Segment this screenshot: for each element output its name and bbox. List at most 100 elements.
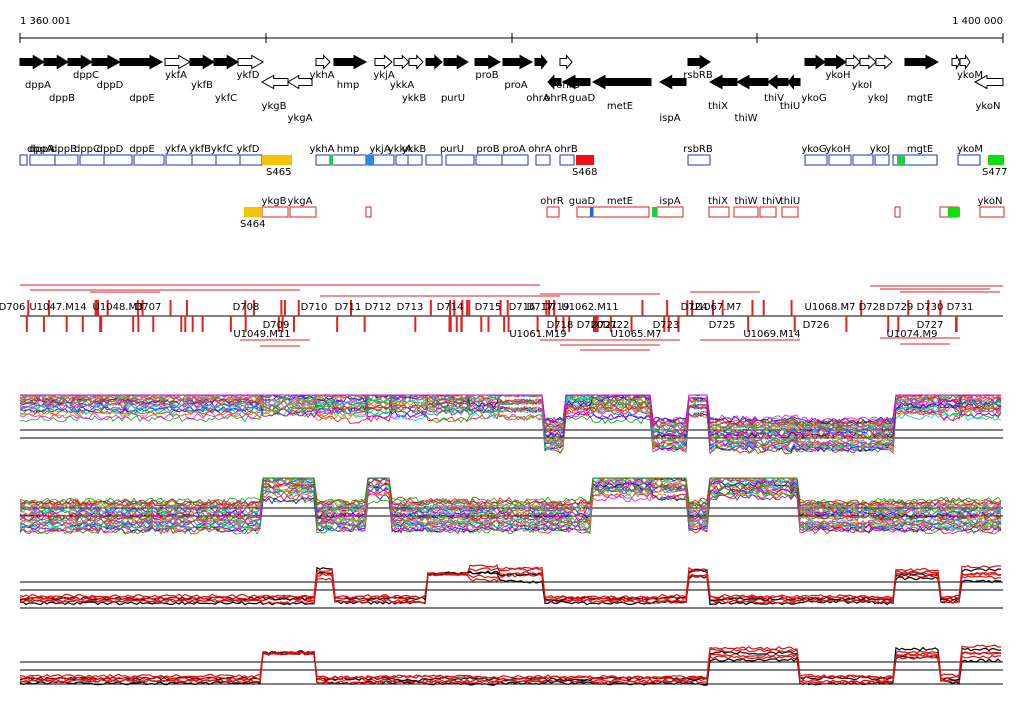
gene-label-ykoJ: ykoJ <box>868 93 888 104</box>
track-label-thiX: thiX <box>708 196 728 207</box>
gene-label-ispA: ispA <box>659 113 680 124</box>
track-label-ykfB: ykfB <box>189 144 211 155</box>
gene-arrow <box>591 74 652 90</box>
track-label-ykjA: ykjA <box>369 144 390 155</box>
segment-box <box>828 154 852 166</box>
unit-label: D728 <box>859 302 886 313</box>
segment-box <box>708 206 730 218</box>
gene-arrow <box>374 54 393 70</box>
segment-s464 <box>244 207 262 217</box>
unit-label: U1062.M11 <box>561 302 618 313</box>
gene-arrow <box>658 74 687 90</box>
unit-label: D717 <box>527 302 554 313</box>
segment-box <box>733 206 759 218</box>
gene-arrow <box>767 74 789 90</box>
gene-label-ykfD: ykfD <box>237 70 260 81</box>
gene-arrow <box>425 54 443 70</box>
gene-arrow <box>315 54 331 70</box>
track-label-dppD: dppD <box>97 144 124 155</box>
gene-label-thiX: thiX <box>708 101 728 112</box>
gene-label-dppB: dppB <box>49 93 75 104</box>
gene-arrow <box>408 54 424 70</box>
expression-curve <box>19 400 1002 451</box>
expression-curve <box>19 477 1002 507</box>
unit-label: U1065.M7 <box>611 329 662 340</box>
gene-label-thiW: thiW <box>735 113 758 124</box>
track-label-dppA: dppA <box>29 144 55 155</box>
gene-label-ykfC: ykfC <box>215 93 237 104</box>
gene-arrow <box>735 74 769 90</box>
gene-label-ohrA: ohrA <box>526 93 550 104</box>
unit-label: D722 <box>603 320 630 331</box>
expression-curve <box>19 484 1002 527</box>
track-label-ykfA: ykfA <box>165 144 187 155</box>
unit-label: U1067.M7 <box>691 302 742 313</box>
segment-box <box>592 206 650 218</box>
gene-label-ykkB: ykkB <box>402 93 427 104</box>
track-label-ispA: ispA <box>659 196 680 207</box>
gene-arrow <box>67 54 93 70</box>
expression-curve <box>19 401 1002 453</box>
segment-box <box>687 154 711 166</box>
segment-box <box>133 154 165 166</box>
unit-label: D718 <box>547 320 574 331</box>
track-label-purU: purU <box>440 144 464 155</box>
gene-arrow <box>561 74 591 90</box>
segment-box <box>874 154 890 166</box>
track-label-ohrA: ohrA <box>528 144 552 155</box>
gene-label-dppA: dppA <box>25 80 51 91</box>
gene-arrow <box>804 54 826 70</box>
unit-label: U1049.M11 <box>233 329 290 340</box>
track-label-dppB: dppB <box>51 144 77 155</box>
gene-label-hmp: hmp <box>337 80 359 91</box>
track-label-thiU: thiU <box>780 196 800 207</box>
gene-label-metE: metE <box>607 101 633 112</box>
unit-label: D708 <box>233 302 260 313</box>
track-label: dppA <box>27 144 53 155</box>
track-label-dppE: dppE <box>129 144 154 155</box>
gene-arrow <box>19 54 45 70</box>
segment-box <box>239 154 263 166</box>
track-label-ykkB: ykkB <box>402 144 427 155</box>
segment-box <box>445 154 475 166</box>
gene-label-proB: proB <box>475 70 498 81</box>
gene-arrow <box>189 54 215 70</box>
track-label-rsbRB: rsbRB <box>683 144 713 155</box>
segment-box <box>395 154 409 166</box>
unit-label: D719 <box>543 302 570 313</box>
gene-label-dppC: dppC <box>73 70 99 81</box>
segment-highlight <box>330 155 333 165</box>
segment-highlight <box>948 207 960 217</box>
gene-label-mgtE: mgtE <box>907 93 933 104</box>
segment-box <box>576 206 592 218</box>
segment-box <box>261 206 289 218</box>
gene-arrow <box>164 54 191 70</box>
expression-curve <box>19 566 1001 603</box>
track-label-ykfC: ykfC <box>211 144 233 155</box>
track-label-metE: metE <box>607 196 633 207</box>
expression-panels <box>19 394 1003 686</box>
segment-box <box>852 154 874 166</box>
ruler-start-label: 1 360 001 <box>20 16 71 27</box>
expression-curve <box>19 394 1002 438</box>
segment-box <box>79 154 105 166</box>
track-label-guaD: guaD <box>569 196 596 207</box>
segment-s465 <box>262 155 292 165</box>
expression-curve <box>19 477 1002 511</box>
unit-label: D729 <box>887 302 914 313</box>
gene-label-rsbRB: rsbRB <box>683 70 713 81</box>
gene-label-ykjA: ykjA <box>373 70 394 81</box>
unit-label: U1074.M9 <box>887 329 938 340</box>
unit-label: D724 <box>681 302 708 313</box>
unit-label: U1048.M3 <box>93 302 144 313</box>
track-label-ykoM: ykoM <box>957 144 983 155</box>
expression-curve <box>19 483 1002 533</box>
segment-highlight <box>590 207 593 217</box>
gene-arrow <box>91 54 122 70</box>
coordinate-ruler: 1 360 001 1 400 000 <box>19 16 1004 43</box>
track-label-ykoG: ykoG <box>801 144 826 155</box>
track-label-dppC: dppC <box>74 144 100 155</box>
